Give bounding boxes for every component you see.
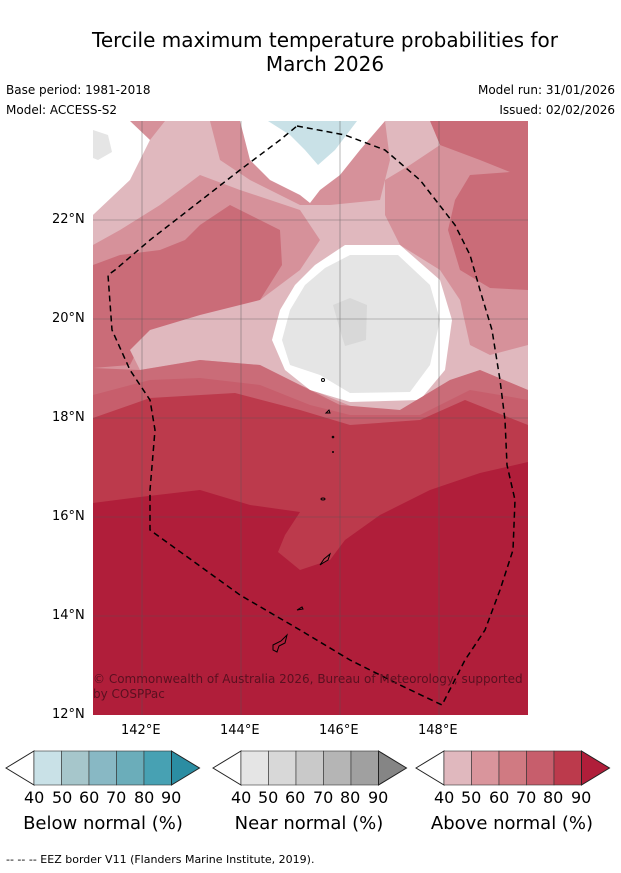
colorbar-above-high-extend bbox=[581, 750, 611, 786]
colorbar-above-swatch bbox=[553, 750, 582, 786]
colorbar-above-swatch bbox=[526, 750, 555, 786]
model-run: Model run: 31/01/2026 bbox=[477, 83, 615, 97]
colorbar-below-swatch bbox=[116, 750, 145, 786]
title-line-2: March 2026 bbox=[265, 52, 385, 76]
lat-label: 16°N bbox=[52, 509, 85, 524]
lat-label: 12°N bbox=[52, 707, 85, 722]
colorbar-near-swatch bbox=[240, 750, 269, 786]
colorbar-tick: 80 bbox=[134, 788, 155, 807]
colorbar-above-swatch bbox=[498, 750, 527, 786]
colorbar-tick: 60 bbox=[285, 788, 306, 807]
colorbar-tick: 50 bbox=[461, 788, 482, 807]
meta-left: Base period: 1981-2018 Model: ACCESS-S2 bbox=[6, 80, 151, 120]
lon-label: 148°E bbox=[418, 723, 458, 738]
colorbar-above-swatch bbox=[443, 750, 472, 786]
colorbar-near-swatch bbox=[268, 750, 297, 786]
colorbar-tick: 40 bbox=[434, 788, 455, 807]
model-name: Model: ACCESS-S2 bbox=[6, 103, 118, 117]
colorbar-tick: 90 bbox=[571, 788, 592, 807]
colorbar-tick: 60 bbox=[79, 788, 100, 807]
region-near-50 bbox=[333, 298, 367, 346]
colorbar-tick: 90 bbox=[161, 788, 182, 807]
colorbar-label-above: Above normal (%) bbox=[430, 813, 594, 834]
colorbar-below-swatch bbox=[88, 750, 117, 786]
colorbar-near-swatch bbox=[295, 750, 324, 786]
lat-label: 22°N bbox=[52, 212, 85, 227]
colorbar-tick: 50 bbox=[258, 788, 279, 807]
colorbar-tick: 70 bbox=[313, 788, 334, 807]
colorbar-tick: 70 bbox=[516, 788, 537, 807]
region-near-topleft bbox=[93, 130, 112, 160]
colorbar-near-low-extend bbox=[212, 750, 242, 786]
colorbar-below-high-extend bbox=[171, 750, 201, 786]
eez-border bbox=[107, 125, 516, 706]
colorbar-near-high-extend bbox=[378, 750, 408, 786]
colorbar-label-below: Below normal (%) bbox=[23, 813, 183, 834]
issued-date: Issued: 02/02/2026 bbox=[499, 103, 615, 117]
colorbar-tick: 50 bbox=[52, 788, 73, 807]
eez-footnote: -- -- -- EEZ border V11 (Flanders Marine… bbox=[6, 853, 315, 866]
meta-right: Model run: 31/01/2026 Issued: 02/02/2026 bbox=[478, 80, 615, 120]
lat-label: 18°N bbox=[52, 410, 85, 425]
colorbar-above-low-extend bbox=[415, 750, 445, 786]
region-above-60-left bbox=[93, 205, 282, 368]
colorbars bbox=[5, 750, 611, 786]
lat-label: 20°N bbox=[52, 311, 85, 326]
colorbar-above-swatch bbox=[471, 750, 500, 786]
region-above-40-right bbox=[510, 348, 528, 368]
graticule bbox=[93, 121, 528, 715]
colorbar-tick: 80 bbox=[340, 788, 361, 807]
lon-label: 144°E bbox=[220, 723, 260, 738]
lon-label: 146°E bbox=[319, 723, 359, 738]
islands bbox=[272, 378, 335, 653]
lat-label: 14°N bbox=[52, 608, 85, 623]
copyright-notice: © Commonwealth of Australia 2026, Bureau… bbox=[93, 672, 523, 701]
region-above-60 bbox=[430, 121, 528, 290]
base-period: Base period: 1981-2018 bbox=[6, 83, 151, 97]
colorbar-tick: 40 bbox=[24, 788, 45, 807]
colorbar-tick: 80 bbox=[543, 788, 564, 807]
title-line-1: Tercile maximum temperature probabilitie… bbox=[92, 28, 558, 52]
colorbar-tick: 40 bbox=[231, 788, 252, 807]
colorbar-tick: 90 bbox=[368, 788, 389, 807]
region-no-signal-top bbox=[240, 121, 385, 203]
region-above-90 bbox=[93, 462, 528, 715]
colorbar-below-swatch bbox=[61, 750, 90, 786]
colorbar-below-swatch bbox=[33, 750, 62, 786]
colorbar-below-swatch bbox=[143, 750, 172, 786]
colorbar-tick: 60 bbox=[489, 788, 510, 807]
colorbar-below-low-extend bbox=[5, 750, 35, 786]
lon-label: 142°E bbox=[121, 723, 161, 738]
colorbar-label-near: Near normal (%) bbox=[234, 813, 384, 834]
map-title: Tercile maximum temperature probabilitie… bbox=[0, 28, 621, 76]
colorbar-near-swatch bbox=[350, 750, 379, 786]
colorbar-tick: 70 bbox=[106, 788, 127, 807]
colorbar-near-swatch bbox=[323, 750, 352, 786]
region-below-40 bbox=[268, 121, 357, 165]
